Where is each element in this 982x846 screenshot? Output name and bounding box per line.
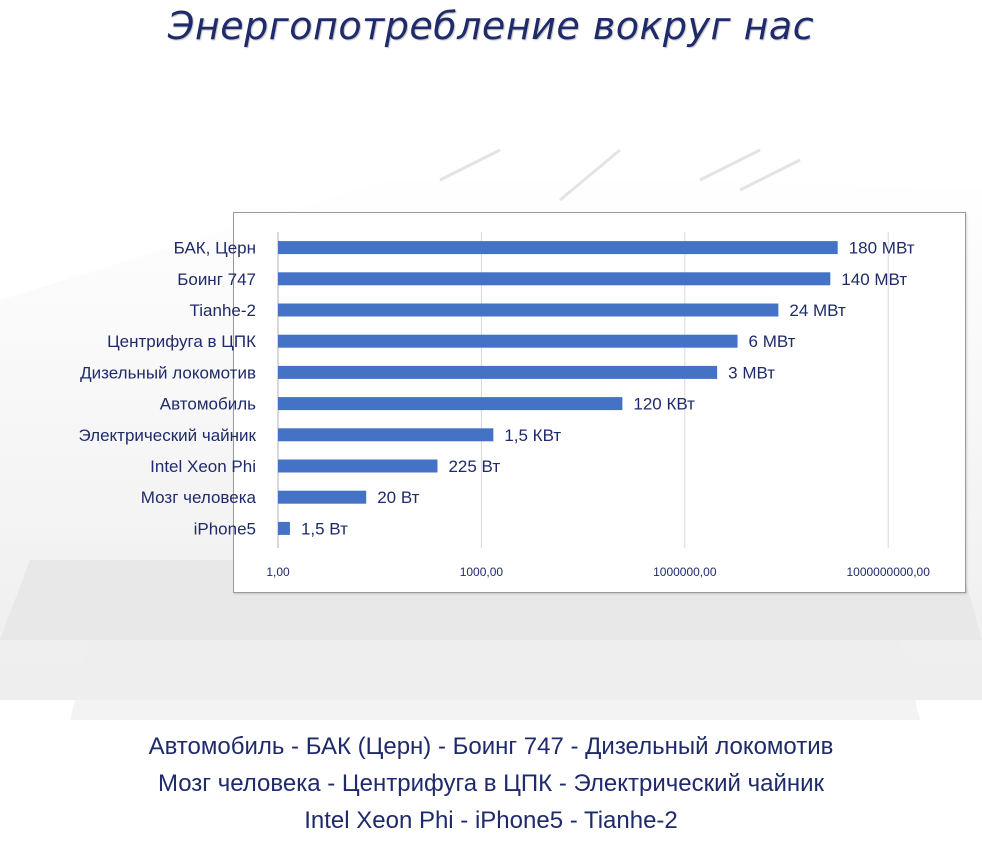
caption-line: Intel Xeon Phi - iPhone5 - Tianhe-2 <box>304 807 678 834</box>
bar <box>278 334 738 348</box>
bar <box>278 241 838 255</box>
category-label: Мозг человека <box>141 488 257 507</box>
value-label: 3 МВт <box>728 363 775 382</box>
category-label: Дизельный локомотив <box>80 363 256 382</box>
value-label: 180 МВт <box>849 239 915 258</box>
x-tick-label: 1,00 <box>266 565 290 579</box>
value-label: 6 МВт <box>749 332 796 351</box>
category-label: Автомобиль <box>160 395 256 414</box>
value-label: 24 МВт <box>789 301 846 320</box>
value-label: 1,5 Вт <box>301 519 348 538</box>
bar <box>278 428 494 442</box>
value-label: 140 МВт <box>841 270 907 289</box>
x-tick-label: 1000000,00 <box>653 565 717 579</box>
bar <box>278 521 290 535</box>
category-label: Электрический чайник <box>79 426 257 445</box>
value-label: 225 Вт <box>448 457 500 476</box>
bar <box>278 272 831 286</box>
caption-line: Мозг человека - Центрифуга в ЦПК - Элект… <box>157 770 825 797</box>
bar <box>278 397 623 411</box>
x-tick-label: 1000000000,00 <box>846 565 930 579</box>
value-label: 20 Вт <box>377 488 419 507</box>
slide-title: Энергопотребление вокруг нас <box>167 4 815 48</box>
category-label: iPhone5 <box>194 519 256 538</box>
category-label: Tianhe-2 <box>190 301 256 320</box>
bar <box>278 303 779 317</box>
bar <box>278 490 367 504</box>
category-label: Центрифуга в ЦПК <box>107 332 256 351</box>
category-label: Боинг 747 <box>177 270 256 289</box>
caption: Автомобиль - БАК (Церн) - Боинг 747 - Ди… <box>0 728 982 839</box>
value-label: 120 КВт <box>633 395 695 414</box>
bar <box>278 365 718 379</box>
bar <box>278 459 438 473</box>
caption-line: Автомобиль - БАК (Церн) - Боинг 747 - Ди… <box>148 733 834 760</box>
category-label: БАК, Церн <box>174 239 256 258</box>
value-label: 1,5 КВт <box>504 426 561 445</box>
x-tick-label: 1000,00 <box>460 565 504 579</box>
category-label: Intel Xeon Phi <box>150 457 256 476</box>
